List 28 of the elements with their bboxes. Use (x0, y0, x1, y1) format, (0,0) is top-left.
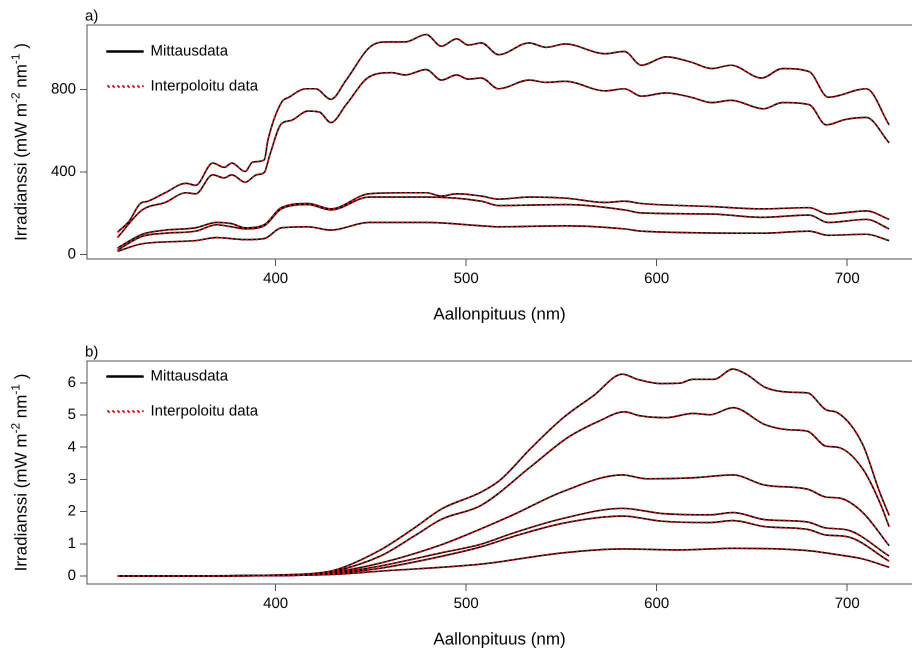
text: a) (85, 8, 98, 25)
legend-label: Interpoloitu data (150, 78, 259, 95)
text: b) (85, 344, 98, 361)
y-axis-title: Irradianssi (mW m-2 nm-1 ) (8, 43, 31, 241)
x-axis-title: Aallonpituus (nm) (433, 629, 566, 648)
y-tick-label: 0 (68, 567, 76, 584)
x-tick-label: 400 (263, 270, 288, 288)
x-tick-label: 500 (454, 270, 479, 288)
legend-label: Interpoloitu data (150, 402, 259, 420)
y-tick-label: 3 (68, 470, 76, 488)
legend-label: Mittausdata (150, 368, 229, 385)
y-tick-label: 4 (68, 438, 76, 456)
y-tick-label: 0 (68, 246, 76, 263)
x-tick-label: 400 (263, 595, 288, 612)
x-tick-label: 700 (834, 270, 860, 288)
x-axis-title: Aallonpituus (nm) (433, 304, 566, 324)
y-axis-title: Irradianssi (mW m-2 nm-1 ) (8, 374, 31, 572)
x-tick-label: 500 (454, 595, 479, 612)
x-tick-label: 700 (834, 595, 860, 612)
y-tick-label: 5 (68, 406, 76, 424)
y-tick-label: 1 (68, 534, 76, 552)
legend-label: Mittausdata (150, 42, 229, 60)
y-tick-label: 800 (50, 80, 76, 98)
y-tick-label: 6 (68, 374, 76, 392)
x-tick-label: 600 (644, 595, 670, 612)
y-tick-label: 400 (50, 163, 76, 180)
y-tick-label: 2 (68, 502, 76, 520)
x-tick-label: 600 (644, 270, 670, 288)
